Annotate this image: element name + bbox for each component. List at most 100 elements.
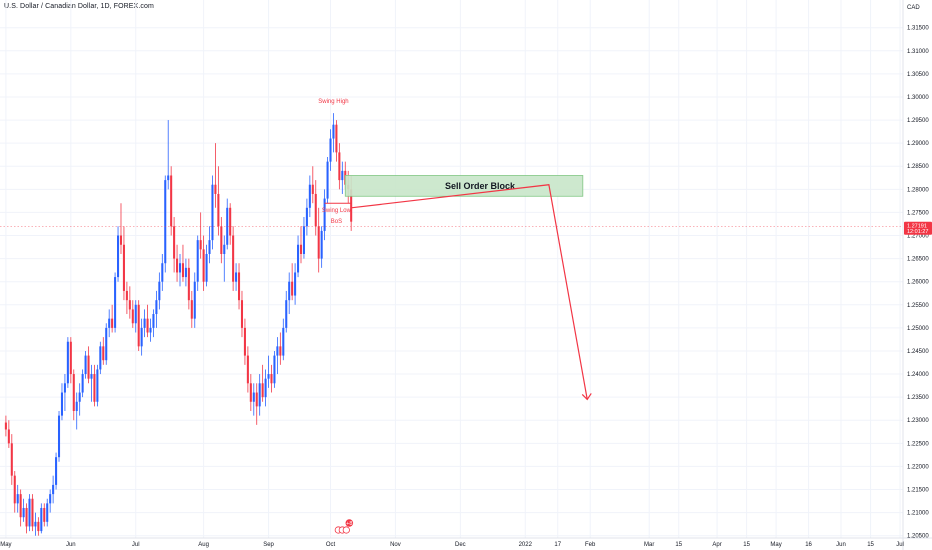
candle: [102, 337, 105, 365]
candle: [10, 434, 13, 485]
candle: [55, 452, 58, 490]
candle-body: [57, 415, 61, 458]
candle: [117, 226, 120, 282]
time-axis[interactable]: May Jun Jul Aug Sep Oct Nov Dec 2022 17 Feb Mar 15 Ap…: [0, 542, 904, 548]
candle-body: [187, 267, 190, 301]
candle: [96, 364, 99, 407]
candle: [158, 272, 161, 310]
candle: [173, 217, 176, 273]
candle: [66, 337, 69, 388]
events-badge[interactable]: +8: [334, 519, 354, 534]
candle: [28, 494, 31, 532]
symbol-title: U.S. Dollar / Canadian Dollar, 1D, FOREX…: [4, 3, 154, 10]
candle: [134, 300, 137, 333]
candle: [255, 383, 258, 425]
candle-body: [31, 498, 34, 527]
candle: [311, 166, 314, 204]
candle: [258, 374, 261, 416]
candle-body: [208, 240, 211, 254]
time-tick-label: 15: [743, 542, 750, 548]
candle: [329, 129, 332, 171]
candle-body: [305, 207, 308, 227]
price-tick-label: 1.29500: [907, 118, 929, 124]
candle-body: [288, 281, 291, 301]
candle-body: [16, 494, 19, 504]
price-tick-label: 1.25500: [907, 303, 929, 309]
candle-body: [66, 341, 69, 384]
candle: [22, 498, 25, 522]
candle-body: [214, 184, 217, 194]
candle-body: [226, 207, 229, 245]
candle-body: [43, 507, 46, 522]
candle-body: [184, 267, 187, 278]
candle-body: [63, 383, 66, 393]
projection-arrow[interactable]: [351, 184, 588, 400]
candle: [167, 120, 170, 190]
candle-body: [146, 318, 149, 333]
candle: [193, 272, 196, 328]
price-tick-label: 1.22500: [907, 441, 929, 447]
candle: [78, 383, 81, 416]
candle: [208, 226, 211, 264]
price-tick-label: 1.23000: [907, 418, 929, 424]
candle: [25, 503, 28, 534]
sell-order-block-zone[interactable]: [344, 175, 584, 197]
time-tick-label: Jun: [836, 542, 846, 548]
candle: [31, 494, 34, 532]
candle-body: [155, 300, 158, 315]
candle: [184, 258, 187, 287]
candle: [341, 161, 344, 194]
candle-body: [143, 318, 146, 328]
candle: [84, 350, 87, 379]
candle-body: [164, 180, 167, 264]
candle: [264, 369, 267, 407]
candle-body: [264, 378, 267, 398]
time-tick-label: Feb: [585, 542, 596, 548]
candle-body: [311, 184, 314, 194]
candle: [99, 341, 102, 375]
price-tick-label: 1.26000: [907, 280, 929, 286]
candle-body: [84, 355, 87, 375]
price-tick-label: 1.24500: [907, 349, 929, 355]
candle: [69, 337, 72, 384]
candle: [332, 113, 335, 153]
candle-body: [122, 244, 125, 291]
time-tick-label: 15: [675, 542, 682, 548]
candle-body: [13, 475, 16, 504]
time-tick-label: Jul: [896, 542, 904, 548]
candle: [13, 471, 16, 513]
candle: [232, 226, 235, 291]
candle: [37, 517, 40, 536]
candle-body: [87, 355, 90, 379]
price-axis[interactable]: 1.20500 1.21000 1.21500 1.22000 1.22500 1.230…: [907, 26, 929, 540]
candle-body: [10, 443, 13, 476]
candle-body: [350, 189, 353, 222]
candle-body: [108, 318, 111, 328]
price-tick-label: 1.24000: [907, 372, 929, 378]
time-tick-label: 17: [554, 542, 561, 548]
price-tick-label: 1.29000: [907, 141, 929, 147]
candle-body: [119, 235, 123, 245]
time-tick-label: Dec: [455, 542, 466, 548]
candle: [146, 304, 149, 338]
candle-body: [323, 198, 326, 231]
candle-body: [137, 304, 140, 347]
candle-body: [69, 341, 72, 375]
candle: [155, 290, 158, 328]
price-tick-label: 1.23500: [907, 395, 929, 401]
candle: [279, 332, 282, 365]
candle-body: [55, 457, 58, 485]
price-tick-label: 1.31000: [907, 49, 929, 55]
candle: [305, 198, 308, 236]
candle-body: [332, 124, 335, 139]
candle: [320, 226, 323, 268]
candle-body: [249, 383, 252, 402]
candle: [276, 337, 279, 375]
candle: [170, 166, 173, 236]
price-tick-label: 1.21500: [907, 488, 929, 494]
candle: [249, 374, 252, 412]
candle-body: [329, 138, 332, 162]
candle: [285, 290, 288, 333]
candle: [152, 309, 155, 338]
